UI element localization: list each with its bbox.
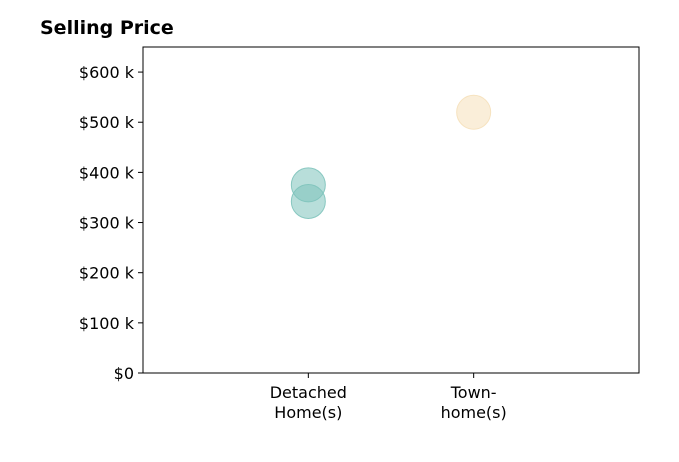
x-tick-label: Detached — [270, 383, 347, 402]
plot-marks — [290, 94, 492, 219]
y-tick-label: $600 k — [79, 63, 135, 82]
plot-frame — [142, 46, 640, 374]
y-tick-label: $500 k — [79, 113, 135, 132]
x-tick-label: Home(s) — [274, 403, 342, 422]
y-tick-label: $0 — [114, 364, 134, 383]
x-tick-label: Town- — [450, 383, 497, 402]
chart-title: Selling Price — [40, 17, 174, 39]
y-tick-label: $300 k — [79, 214, 135, 233]
y-axis: $0 $100 k $200 k $300 k $400 k $500 k $600 k — [79, 63, 143, 383]
y-tick-label: $400 k — [79, 163, 135, 182]
data-point — [290, 183, 326, 219]
data-point — [456, 94, 492, 130]
y-tick-label: $200 k — [79, 264, 135, 283]
y-tick-label: $100 k — [79, 314, 135, 333]
x-tick-label: home(s) — [441, 403, 507, 422]
